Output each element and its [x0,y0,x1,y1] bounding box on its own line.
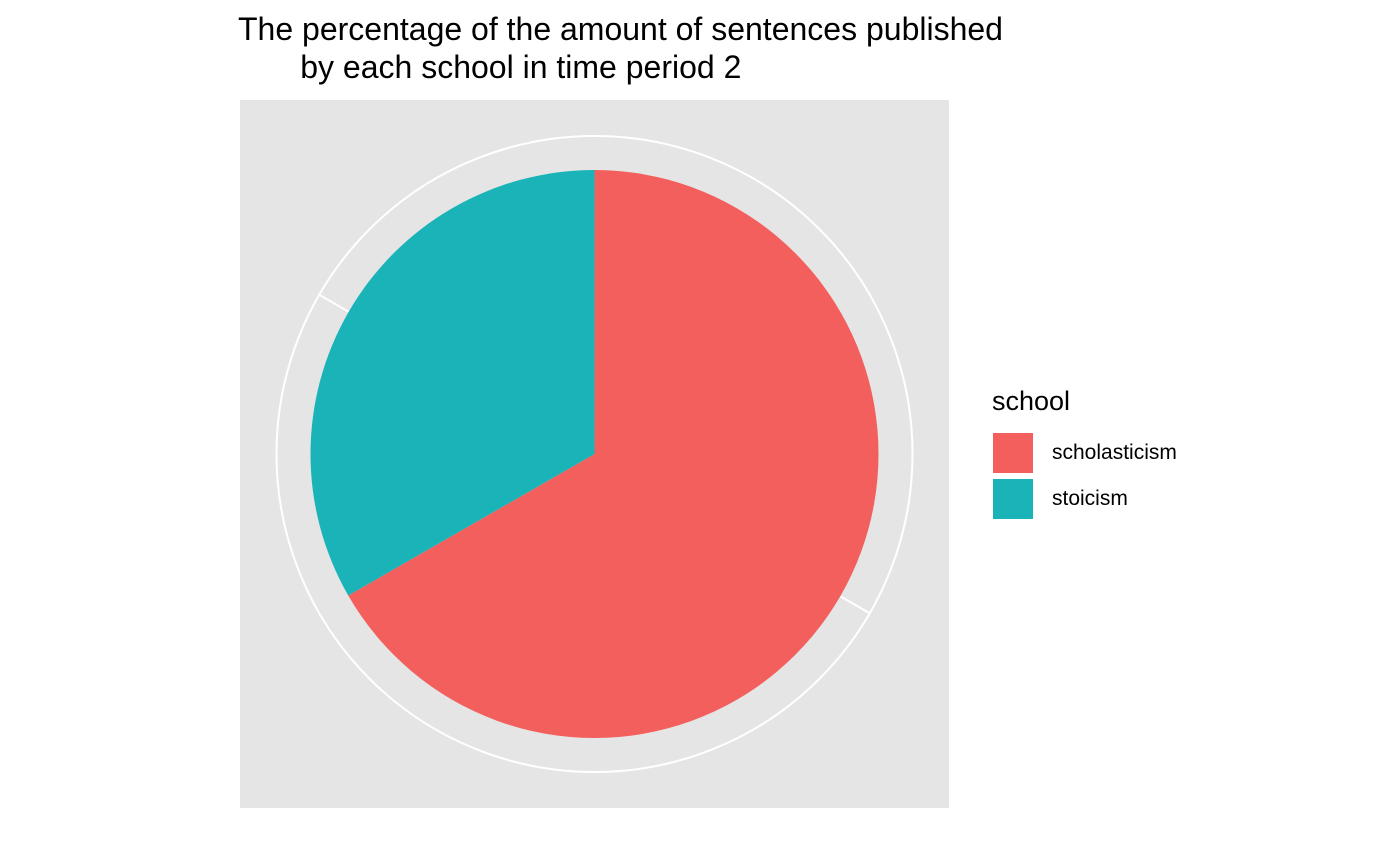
pie-slice-scholasticism [348,170,879,739]
legend-swatch-stoicism [992,478,1034,520]
grid-tick-lines [318,293,871,615]
legend-item-stoicism: stoicism [992,476,1177,522]
legend-item-scholasticism: scholasticism [992,430,1177,476]
legend-title: school [992,386,1071,416]
grid-tick-line-0 [839,595,871,615]
legend-label-stoicism: stoicism [1052,487,1128,510]
legend-label-scholasticism: scholasticism [1052,441,1177,464]
legend-swatch-scholasticism [992,432,1034,474]
grid-tick-line-1 [318,293,350,313]
chart-title-line-2: by each school in time period 2 [238,49,742,85]
chart-title: The percentage of the amount of sentence… [238,10,1003,86]
pie-slices [310,170,879,739]
chart-title-line-1: The percentage of the amount of sentence… [238,11,1003,47]
legend: school scholasticism stoicism [992,384,1177,522]
outer-grid-circle [275,135,914,773]
pie-slice-stoicism [310,170,595,596]
